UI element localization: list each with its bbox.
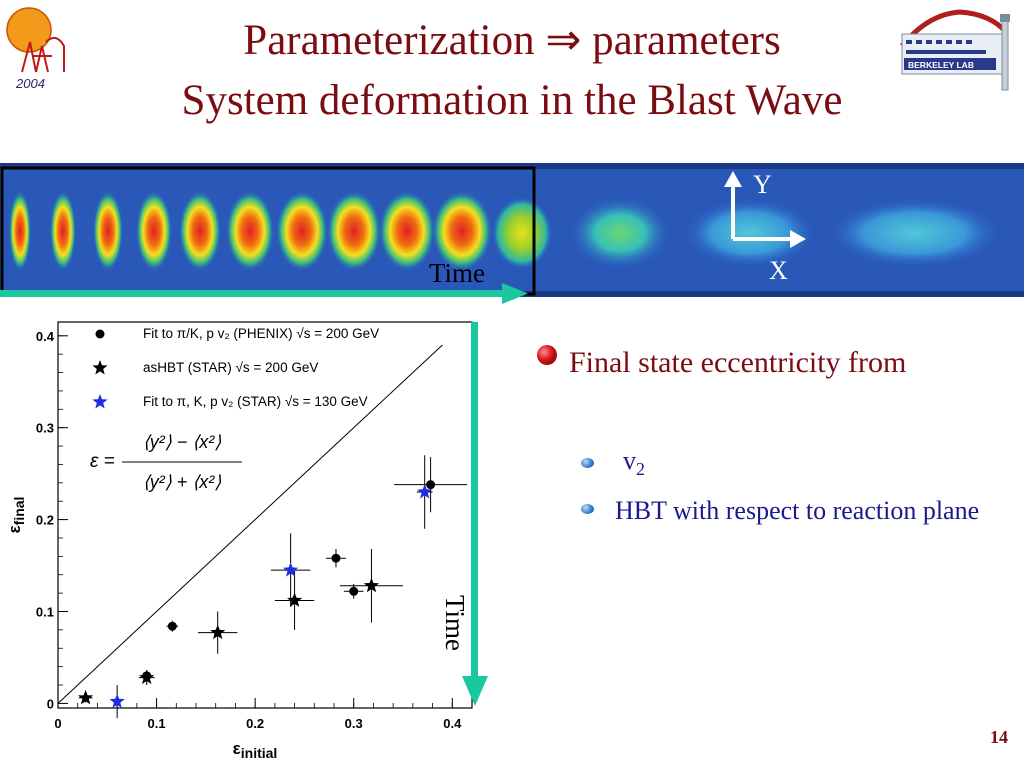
data-marker — [210, 624, 226, 640]
plot-time-label: Time — [440, 595, 470, 652]
y-axis-label: εfinal — [5, 497, 27, 534]
legend-marker — [92, 360, 108, 375]
data-point — [109, 685, 125, 719]
legend-marker — [95, 329, 105, 339]
slide-title-line1: Parameterization ⇒ parameters — [243, 17, 781, 64]
legend-label: Fit to π, K, p v₂ (STAR) √s = 130 GeV — [143, 394, 368, 409]
data-marker — [78, 689, 94, 705]
legend-label: asHBT (STAR) √s = 200 GeV — [143, 360, 318, 375]
x-tick-label: 0.3 — [345, 716, 363, 731]
bullet-blue-icon — [581, 504, 594, 514]
legend-label: Fit to π/K, p v₂ (PHENIX) √s = 200 GeV — [143, 326, 379, 341]
plot-frame — [57, 321, 473, 709]
data-marker — [331, 553, 341, 563]
conference-logo-year: 2004 — [15, 76, 45, 91]
berkeley-lab-logo: BERKELEY LAB — [900, 9, 1010, 91]
data-point — [326, 549, 346, 568]
data-marker — [426, 480, 436, 490]
data-point — [416, 455, 433, 529]
data-marker — [349, 586, 359, 596]
y-tick-label: 0.1 — [36, 605, 54, 620]
bullet-blue-icon — [581, 458, 594, 468]
data-point — [394, 457, 468, 513]
formula-lhs: ε = — [90, 451, 115, 472]
axis-y-label: Y — [753, 170, 772, 199]
data-marker — [363, 577, 380, 593]
x-tick-label: 0.2 — [246, 716, 264, 731]
y-tick-label: 0.3 — [36, 421, 54, 436]
y-tick-label: 0 — [47, 696, 54, 711]
bullet-hbt: HBT with respect to reaction plane — [615, 496, 980, 525]
blast-wave-image-strip — [0, 163, 1024, 297]
slide-title-line2: System deformation in the Blast Wave — [181, 77, 843, 124]
bullet-red-icon — [537, 345, 557, 365]
legend-marker — [92, 394, 108, 409]
bullet-v2: v2 — [623, 446, 645, 480]
time-arrow-vertical — [462, 322, 488, 706]
eccentricity-chart: 0 0.1 0.2 0.3 0.4 0 0.1 0.2 0.3 0.4 εinitial εfinal… — [5, 321, 473, 761]
data-point — [274, 571, 315, 630]
data-marker — [287, 592, 303, 607]
y-tick-label: 0.4 — [36, 329, 55, 344]
data-point — [339, 549, 403, 623]
time-arrow-horizontal — [0, 283, 528, 304]
y-tick-label: 0.2 — [36, 513, 54, 528]
page-number: 14 — [990, 727, 1008, 747]
data-point — [270, 533, 311, 607]
axis-x-label: X — [769, 256, 788, 285]
data-point — [166, 620, 179, 632]
x-tick-label: 0.1 — [148, 716, 166, 731]
data-marker — [167, 621, 177, 631]
diagonal-line — [57, 344, 443, 704]
lab-logo-text: BERKELEY LAB — [908, 60, 974, 70]
formula-denominator: ⟨y²⟩ + ⟨x²⟩ — [143, 472, 222, 492]
data-marker — [417, 484, 433, 499]
data-marker — [109, 693, 125, 708]
data-marker — [139, 669, 155, 685]
data-point — [138, 669, 155, 686]
data-point — [78, 689, 94, 705]
conference-logo: 2004 — [6, 7, 65, 91]
formula-numerator: ⟨y²⟩ − ⟨x²⟩ — [143, 432, 222, 452]
strip-time-label: Time — [429, 258, 486, 288]
data-point — [197, 611, 238, 654]
x-tick-label: 0 — [54, 716, 61, 731]
data-marker — [283, 562, 299, 577]
bullet-final-eccentricity: Final state eccentricity from — [569, 346, 907, 379]
data-point — [343, 583, 364, 599]
x-tick-label: 0.4 — [443, 716, 462, 731]
x-axis-label: εinitial — [233, 739, 278, 761]
